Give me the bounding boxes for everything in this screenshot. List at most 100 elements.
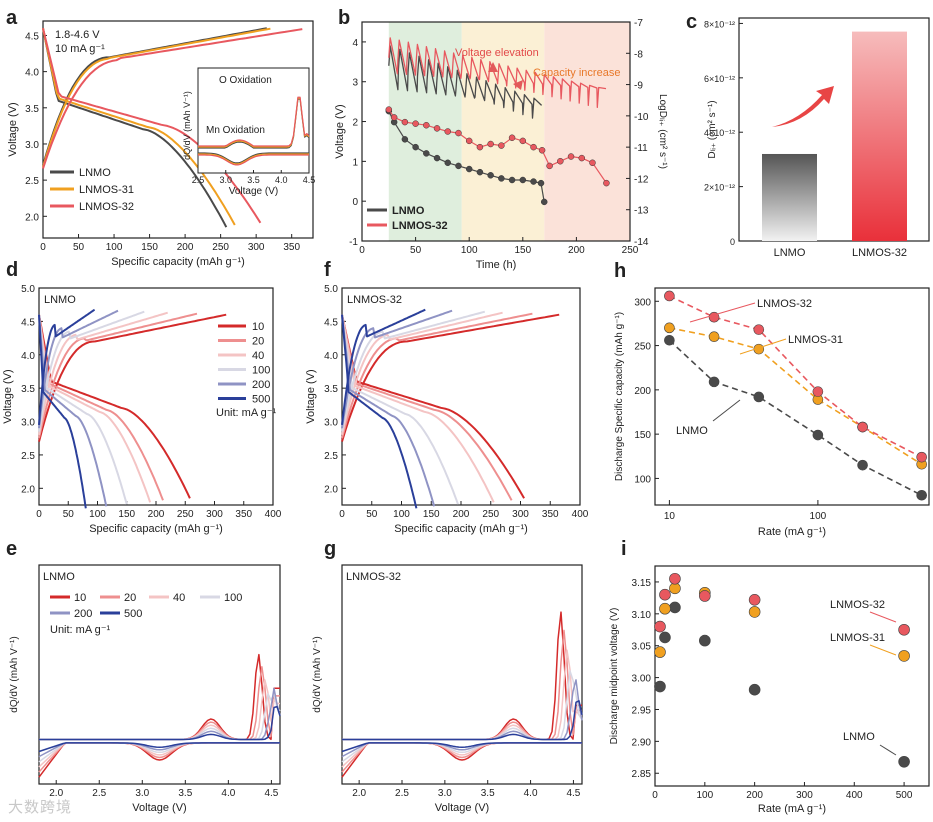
panel-b-logD-point-LNMO — [519, 176, 527, 184]
panel-b-logD-point-LNMO — [487, 172, 494, 179]
panel-b-logD-point-LNMOS-32 — [546, 162, 553, 170]
panel-h-point-LNMOS-32 — [753, 324, 765, 335]
panel-b-logD-point-LNMOS-32 — [455, 129, 462, 137]
panel-h-point-LNMOS-32 — [812, 386, 824, 397]
panel-h-xtick-label: 10 — [664, 511, 676, 522]
panel-a-legend-label: LNMOS-31 — [79, 184, 134, 196]
panel-b-ytick-right-label: -9 — [634, 81, 643, 92]
panel-e-legend-label: 500 — [124, 608, 142, 620]
panel-b-logD-point-LNMOS-32 — [530, 143, 537, 151]
panel-i-point-LNMO — [669, 601, 681, 614]
panel-h-pointer — [689, 302, 756, 323]
panel-f-frame — [341, 287, 581, 506]
panel-b-ytick-label: 0 — [352, 197, 358, 208]
panel-f-xlabel: Specific capacity (mAh g⁻¹) — [394, 523, 528, 535]
panel-h-point-LNMOS-32 — [664, 290, 675, 302]
panel-a-inset-curve — [198, 154, 309, 166]
panel-b-ytick-right-label: -11 — [634, 143, 648, 154]
panel-i-xtick-label: 100 — [696, 790, 713, 801]
panel-b-logD-point-LNMOS-32 — [508, 134, 516, 142]
panel-b-logD-point-LNMO — [498, 175, 505, 182]
panel-a-inset-xtick-label: 4.0 — [275, 175, 288, 185]
panel-e-ylabel: dQ/dV (mAh V⁻¹) — [9, 636, 20, 712]
panel-b-logD-point-LNMOS-32 — [390, 114, 398, 121]
panel-e-xtick-label: 4.0 — [221, 788, 235, 799]
panel-e-xtick-label: 2.0 — [49, 788, 63, 799]
panel-b-ylabel-right: LogDₗᵢ₊ (cm² s⁻¹) — [657, 94, 668, 169]
panel-g-dqdv-charge-3 — [342, 670, 583, 741]
panel-f-xtick-label: 200 — [453, 509, 470, 520]
panel-b-ytick-right-label: -14 — [634, 237, 649, 248]
panel-e-legend-label: 200 — [74, 608, 92, 620]
panel-g-dqdv-charge-2 — [342, 649, 583, 741]
panel-b-logD-point-LNMO — [433, 154, 441, 162]
panel-f-discharge-curve-10 — [341, 314, 525, 499]
panel-d-ytick-label: 3.5 — [21, 384, 35, 395]
panel-f-ytick-label: 2.5 — [324, 451, 338, 462]
panel-e-dqdv-charge-4 — [39, 687, 281, 741]
panel-d-xlabel: Specific capacity (mAh g⁻¹) — [89, 523, 223, 535]
panel-i-pointer — [869, 611, 897, 623]
panel-i-xtick-label: 300 — [796, 790, 813, 801]
panel-a-ytick-label: 2.5 — [25, 176, 39, 187]
panel-b-annotation: Voltage elevation — [455, 47, 539, 59]
panel-a-discharge-curve-LNMOS-31 — [42, 27, 236, 226]
panel-g-dqdv-charge-4 — [342, 679, 583, 741]
panel-f-ytick-label: 2.0 — [324, 484, 338, 495]
panel-i-point-LNMO — [898, 755, 910, 768]
panel-g-sample-label: LNMOS-32 — [346, 571, 401, 583]
panel-a-ytick-label: 2.0 — [25, 212, 39, 223]
panel-a-xtick-label: 150 — [141, 242, 158, 253]
panel-i-ytick-label: 2.85 — [632, 769, 652, 780]
panel-b-xtick-label: 0 — [359, 245, 365, 256]
panel-e-legend-label: 10 — [74, 592, 86, 604]
panel-i-ytick-label: 3.05 — [632, 642, 652, 653]
panel-h-line-LNMO — [668, 339, 923, 497]
panel-h-ylabel: Discharge Specific capacity (mAh g⁻¹) — [614, 312, 625, 481]
panel-a-xtick-label: 0 — [40, 242, 46, 253]
panel-a-charge-curve-LNMOS-32 — [42, 28, 303, 169]
panel-b-logD-point-LNMO — [508, 176, 516, 184]
panel-a-xtick-label: 100 — [106, 242, 123, 253]
panel-b-logD-point-LNMOS-32 — [498, 142, 505, 149]
panel-e-xtick-label: 3.0 — [135, 788, 149, 799]
panel-g-xtick-label: 4.5 — [566, 788, 580, 799]
panel-f-ytick-label: 4.5 — [324, 317, 338, 328]
panel-f-ytick-label: 5.0 — [324, 284, 338, 295]
panel-h-ytick-label: 250 — [634, 342, 651, 353]
panel-c-xtick-label: LNMOS-32 — [852, 247, 907, 259]
panel-d-discharge-curve-10 — [38, 314, 191, 499]
panel-f-ytick-label: 3.5 — [324, 384, 338, 395]
panel-a-inset-xtick-label: 3.5 — [247, 175, 260, 185]
panel-g-dqdv-discharge-5 — [341, 742, 582, 753]
panel-letter-e: e — [6, 538, 17, 560]
panel-a-inset-curve — [198, 96, 310, 147]
panel-a-annotation: 1.8-4.6 V — [55, 29, 100, 41]
panel-f-discharge-curve-100 — [341, 314, 459, 505]
panel-d-legend-label: 200 — [252, 379, 270, 391]
panel-a-inset-xtick-label: 2.5 — [192, 175, 205, 185]
panel-f-xtick-label: 100 — [393, 509, 410, 520]
panel-e-xlabel: Voltage (V) — [132, 802, 186, 814]
panel-a-inset-curve — [198, 153, 309, 165]
panel-f-charge-curve-10 — [341, 313, 560, 442]
panel-d-frame — [38, 287, 274, 506]
panel-h-label-LNMOS-32: LNMOS-32 — [757, 298, 812, 310]
panel-e-dqdv-charge-2 — [39, 679, 281, 741]
panel-f-ytick-label: 3.0 — [324, 418, 338, 429]
panel-d-xtick-label: 350 — [235, 509, 252, 520]
panel-h-label-LNMO: LNMO — [676, 425, 708, 437]
panel-b-logD-point-LNMOS-32 — [487, 140, 494, 148]
panel-g-dqdv-charge-5 — [342, 700, 583, 741]
panel-h-ytick-label: 150 — [634, 430, 651, 441]
panel-h-point-LNMO — [916, 489, 927, 501]
panel-d-ytick-label: 2.0 — [21, 484, 35, 495]
panel-h-point-LNMO — [812, 429, 824, 441]
panel-b-logD-point-LNMOS-32 — [444, 128, 452, 135]
panel-b-logD-point-LNMOS-32 — [423, 121, 430, 129]
panel-d-xtick-label: 150 — [118, 509, 135, 520]
panel-c-ytick-label: 0 — [730, 237, 735, 247]
panel-b-legend-label: LNMO — [392, 205, 425, 217]
panel-d-xtick-label: 200 — [148, 509, 165, 520]
